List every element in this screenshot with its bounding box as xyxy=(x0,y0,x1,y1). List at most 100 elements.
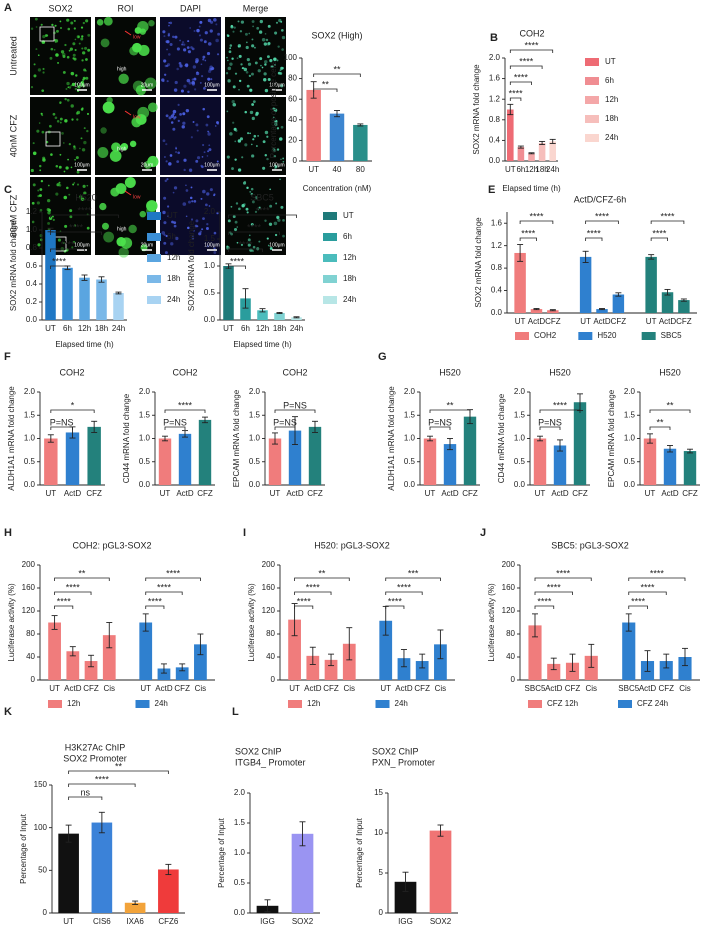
cell xyxy=(195,60,199,64)
cell xyxy=(62,142,65,144)
significance-bracket xyxy=(313,73,361,77)
cell xyxy=(62,241,65,244)
cell xyxy=(167,34,170,37)
cell xyxy=(68,49,71,52)
cell xyxy=(193,200,197,203)
significance-bracket xyxy=(228,231,280,235)
cell xyxy=(84,46,88,50)
cell xyxy=(139,210,147,218)
roi-label: high xyxy=(117,226,127,232)
cell xyxy=(55,29,59,33)
x-tick-label: 80 xyxy=(356,165,365,174)
y-tick-label: 0 xyxy=(31,675,36,684)
scale-label: 100μm xyxy=(204,82,219,88)
cell xyxy=(200,75,204,78)
cell xyxy=(252,138,255,141)
y-tick-label: 20 xyxy=(288,136,297,145)
scale-label: 100μm xyxy=(269,82,284,88)
legend-label: 18h xyxy=(605,114,618,123)
legend-swatch xyxy=(323,275,337,283)
significance-bracket xyxy=(50,265,68,269)
cell xyxy=(269,204,273,208)
y-tick-label: 200 xyxy=(502,560,516,569)
significance-bracket xyxy=(54,605,74,609)
significance-bracket xyxy=(628,605,648,609)
x-tick-label: ActD xyxy=(661,489,679,498)
cell xyxy=(37,54,40,57)
cell xyxy=(68,86,72,89)
cell xyxy=(198,25,201,28)
significance-bracket xyxy=(313,88,338,92)
y-tick-label: 1.5 xyxy=(404,410,416,419)
cell xyxy=(201,165,204,169)
cell xyxy=(58,181,61,184)
cell xyxy=(240,243,244,246)
significance-label: ** xyxy=(666,400,674,410)
cell xyxy=(173,224,177,228)
bar xyxy=(96,279,107,320)
cell xyxy=(246,58,250,62)
cell xyxy=(131,117,142,128)
micrograph-image xyxy=(160,97,221,175)
cell xyxy=(255,111,259,115)
significance-label: P=NS xyxy=(163,417,187,427)
chart-title: SBC5: pGL3-SOX2 xyxy=(551,540,629,550)
legend-label: 12h xyxy=(605,95,618,104)
column-header: Merge xyxy=(243,3,269,13)
cell xyxy=(46,207,50,212)
significance-label: P=NS xyxy=(50,417,74,427)
significance-label: **** xyxy=(52,256,67,266)
y-tick-label: 0 xyxy=(379,908,384,917)
cell xyxy=(96,19,104,26)
significance-label: **** xyxy=(397,582,412,592)
y-axis-label: CD44 mRNA fold change xyxy=(497,393,506,483)
cell xyxy=(264,33,267,35)
cell xyxy=(279,178,281,181)
cell xyxy=(73,27,76,30)
cell xyxy=(282,160,285,163)
cell xyxy=(172,127,176,131)
y-tick-label: 0 xyxy=(293,156,298,165)
cell xyxy=(78,195,83,199)
legend-swatch xyxy=(585,77,599,85)
cell xyxy=(247,62,252,66)
significance-label: **** xyxy=(547,582,562,592)
cell xyxy=(208,69,212,73)
significance-bracket xyxy=(54,591,92,595)
cell xyxy=(234,220,238,224)
y-tick-label: 0.0 xyxy=(624,480,636,489)
y-tick-label: 1.0 xyxy=(234,848,246,857)
legend-label: SBC5 xyxy=(661,331,682,340)
legend-swatch xyxy=(585,96,599,104)
bar xyxy=(66,651,80,680)
legend-swatch xyxy=(641,332,656,340)
cell xyxy=(276,59,279,62)
cell xyxy=(187,90,190,94)
y-tick-label: 0.0 xyxy=(404,480,416,489)
cell xyxy=(200,63,203,66)
chart-title: COH2 xyxy=(59,367,84,377)
cell xyxy=(254,210,258,213)
significance-label: **** xyxy=(57,596,72,606)
cell xyxy=(54,41,57,44)
cell xyxy=(66,98,70,102)
cell xyxy=(200,197,203,200)
bar xyxy=(661,292,674,313)
legend-swatch xyxy=(288,700,302,708)
cell xyxy=(71,118,74,121)
legend-swatch xyxy=(585,134,599,142)
cell xyxy=(144,77,157,90)
micrograph-image xyxy=(30,97,91,175)
cell xyxy=(261,66,264,69)
bar xyxy=(62,267,73,320)
cell xyxy=(264,60,268,64)
significance-label: **** xyxy=(255,205,270,215)
cell xyxy=(75,74,78,77)
cell xyxy=(76,35,81,39)
chart-title: COH2 xyxy=(519,28,544,38)
bar xyxy=(353,124,368,161)
y-axis-label: Percentage of Input xyxy=(19,813,28,884)
cell xyxy=(275,21,279,24)
cell xyxy=(235,129,238,132)
